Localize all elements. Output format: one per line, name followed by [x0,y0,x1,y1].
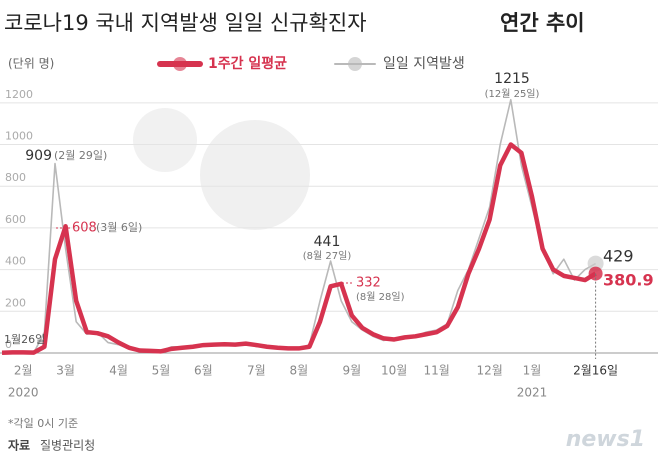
decor [200,120,310,230]
y-tick-label: 800 [5,171,26,184]
decor [133,108,197,172]
end-marker [587,255,604,272]
y-tick-label: 0 [5,338,12,351]
x-tick-label: 2월 [14,364,33,378]
chart-title: 코로나19 국내 지역발생 일일 신규확진자 [4,11,367,35]
series-line [1,142,597,356]
y-tick-label: 400 [5,255,26,268]
footnote: *각일 0시 기준 [8,416,78,430]
x-tick-label: 8월 [289,364,308,378]
annotation: (3월 6일) [96,220,142,234]
annotation: (12월 25일) [485,88,540,100]
annotation: 441 [314,234,341,250]
annotation: 429 [603,247,634,266]
x-tick-label: 5월 [152,364,171,378]
x-tick-label: 4월 [109,364,128,378]
x-tick-label: 7월 [247,364,266,378]
y-tick-label: 1000 [5,130,33,143]
year-label: 2021 [517,386,548,400]
x-tick-label: 9월 [342,364,361,378]
unit-label: (단위 명) [8,57,54,71]
annotation: 608 [72,221,97,236]
legend-label: 1주간 일평균 [208,55,287,72]
legend-label: 일일 지역발생 [383,56,465,72]
x-tick-label: 10월 [381,364,407,378]
source: 질병관리청 [40,439,95,453]
legend-swatch [348,57,362,71]
logo: news1 [566,427,645,452]
annotation: 380.9 [603,271,654,290]
x-tick-label: 3월 [56,364,75,378]
annotation: (2월 29일) [54,148,107,162]
annotation: (8월 27일) [303,250,352,262]
y-tick-label: 1200 [5,88,33,101]
annotation: 909 [25,148,52,164]
annotation: 332 [356,276,381,291]
chart-title-emphasis: 연간 추이 [500,11,585,35]
x-tick-label: 6월 [194,364,213,378]
x-tick-label: 11월 [423,364,449,378]
annotation: (8월 28일) [356,291,405,303]
source-label: 자료 [8,438,30,453]
y-tick-label: 200 [5,296,26,309]
annotation: 1215 [494,71,530,87]
x-tick-label: 2월16일 [573,364,618,378]
y-tick-label: 600 [5,213,26,226]
x-tick-label: 1월 [523,364,542,378]
year-label: 2020 [8,386,39,400]
annotation: 1월26일 [4,332,45,346]
legend-swatch [173,57,187,71]
x-tick-label: 12월 [476,364,502,378]
